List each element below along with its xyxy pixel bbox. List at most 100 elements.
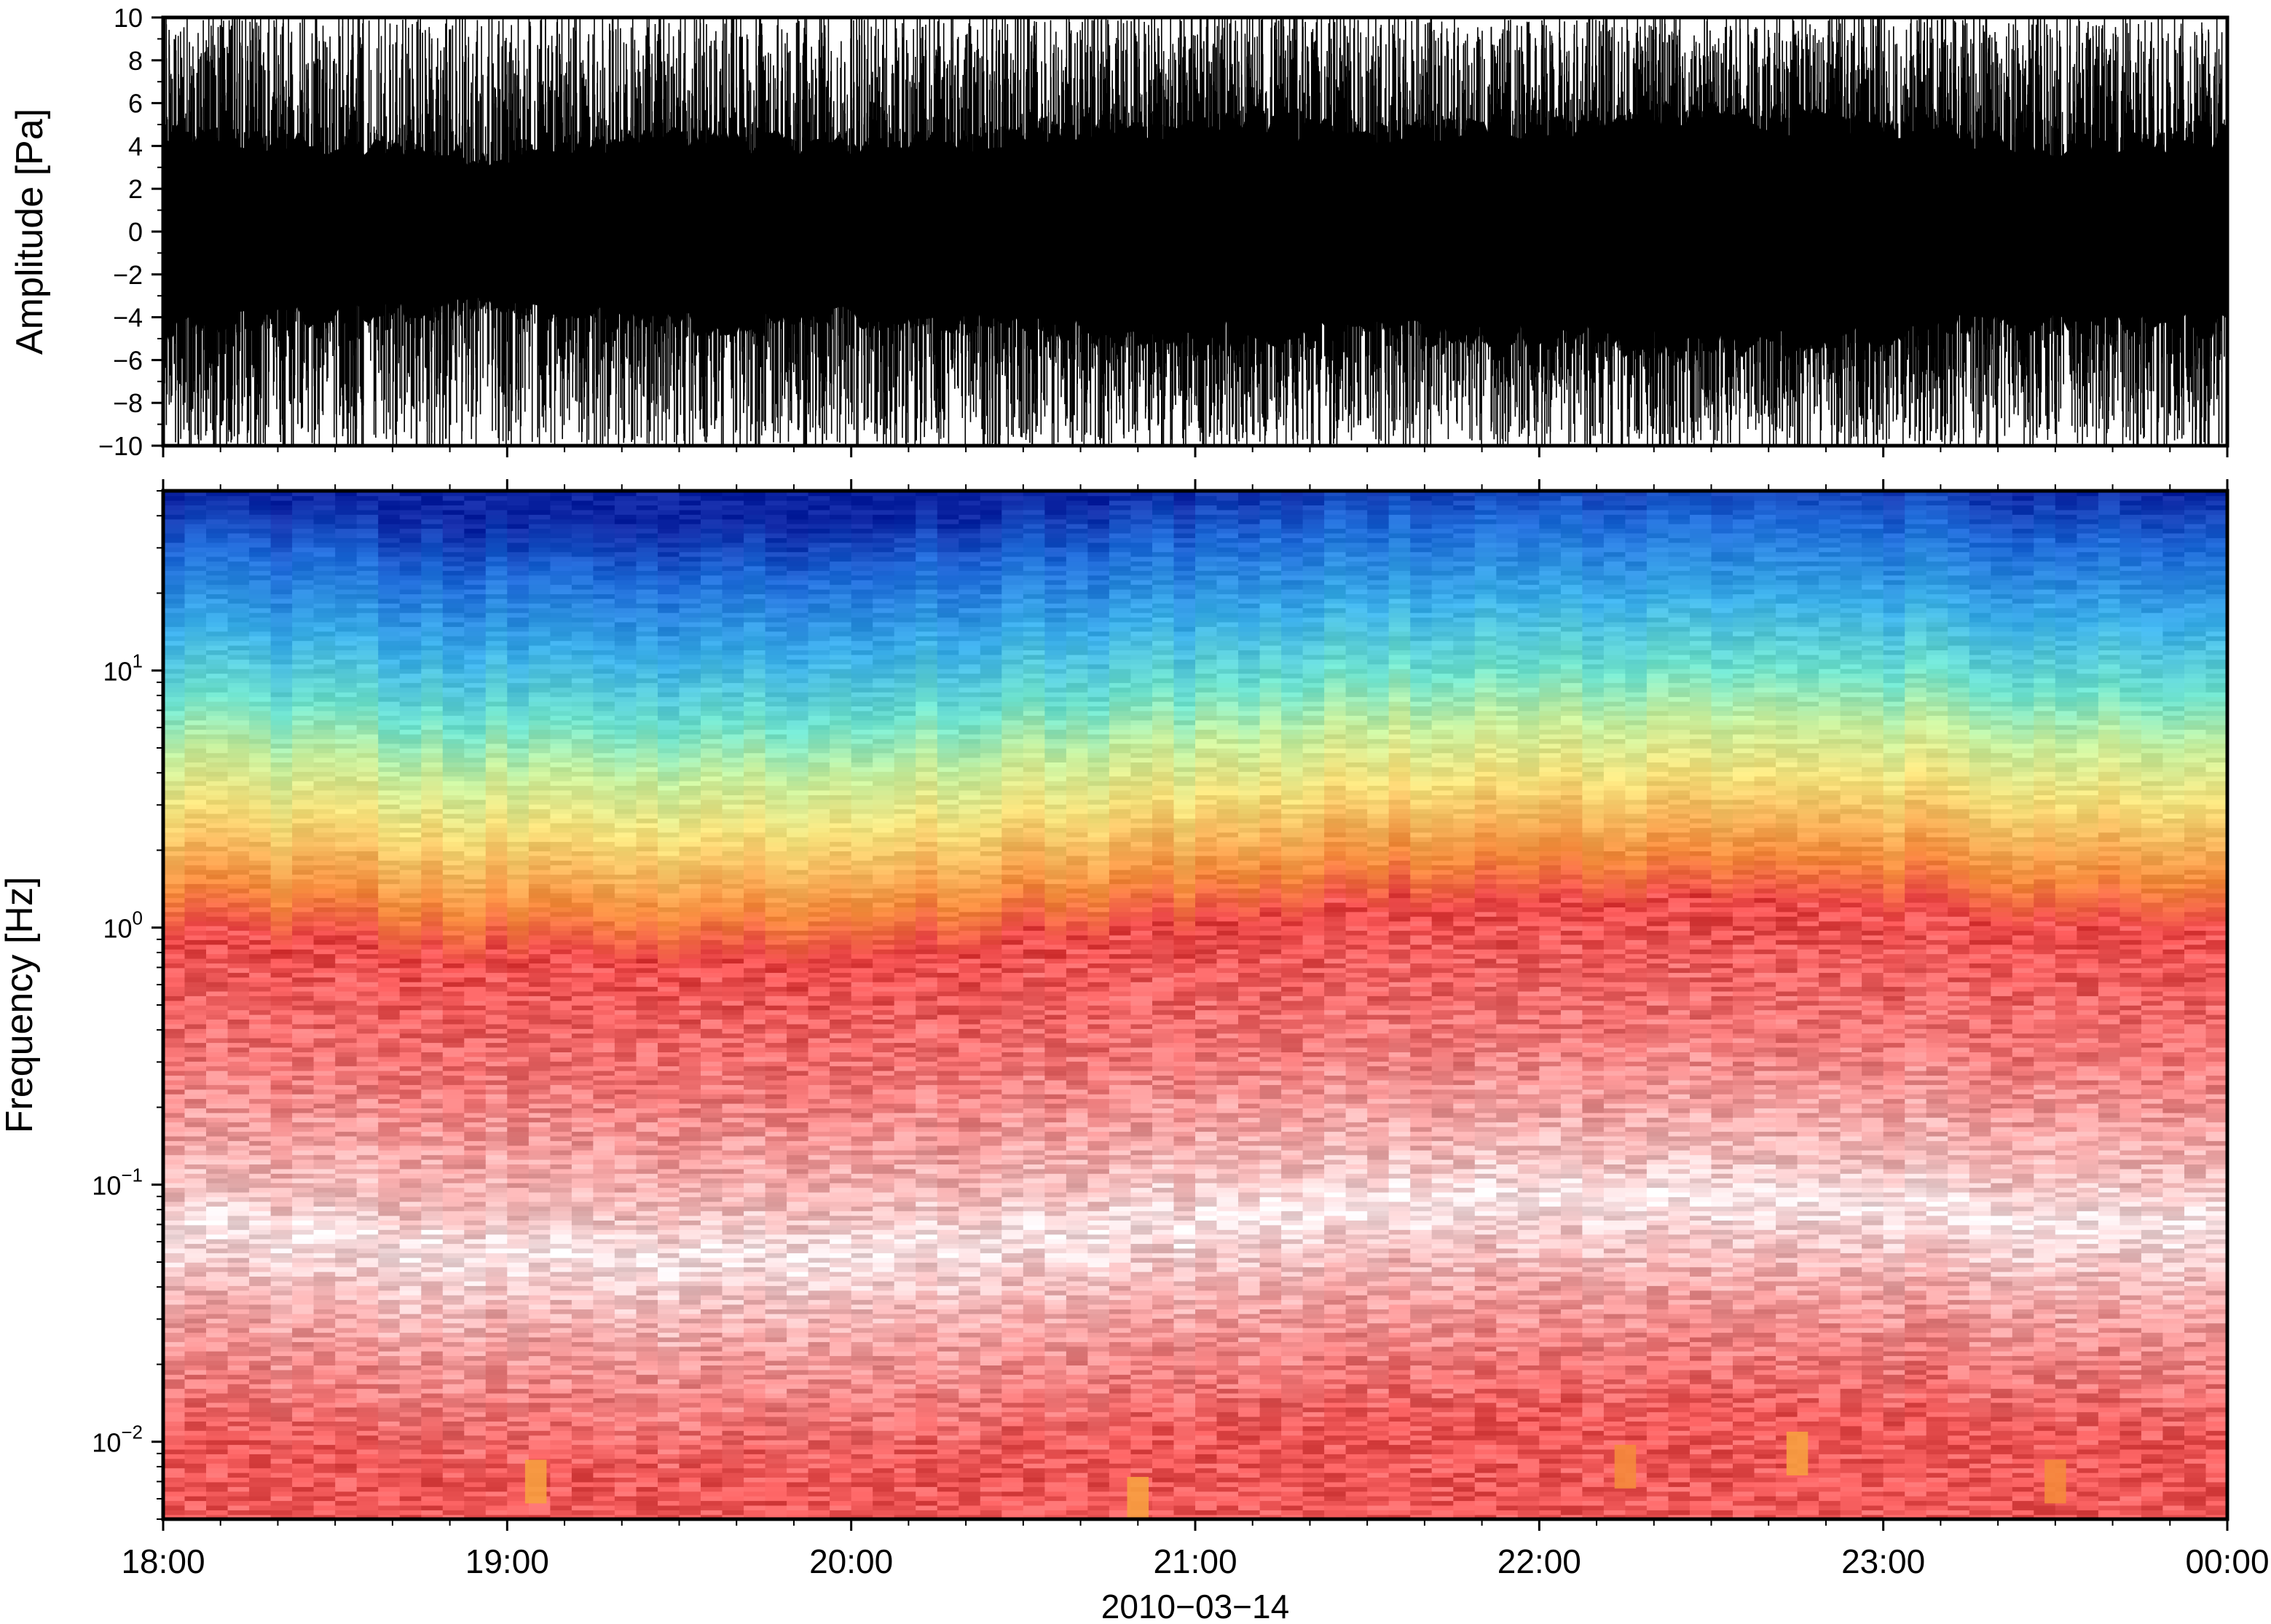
- spectrogram-cell: [507, 1103, 530, 1108]
- spectrogram-cell: [378, 1243, 401, 1249]
- spectrogram-cell: [378, 579, 401, 586]
- spectrogram-cell: [249, 1098, 272, 1104]
- spectrogram-cell: [485, 907, 508, 912]
- spectrogram-cell: [399, 1061, 422, 1067]
- spectrogram-cell: [464, 1299, 487, 1305]
- spectrogram-cell: [270, 1210, 293, 1216]
- spectrogram-cell: [485, 916, 508, 922]
- spectrogram-cell: [571, 1079, 594, 1085]
- spectrogram-cell: [335, 1313, 358, 1319]
- spectrogram-cell: [313, 1154, 336, 1160]
- spectrogram-cell: [571, 888, 594, 894]
- spectrogram-cell: [335, 1238, 358, 1245]
- spectrogram-cell: [614, 1042, 637, 1048]
- spectrogram-cell: [614, 1444, 637, 1450]
- spectrogram-cell: [292, 1150, 315, 1156]
- spectrogram-cell: [442, 1383, 465, 1390]
- spectrogram-cell: [163, 785, 186, 791]
- spectrogram-cell: [614, 1164, 637, 1170]
- spectrogram-cell: [206, 1164, 229, 1170]
- spectrogram-cell: [163, 1294, 186, 1301]
- spectrogram-cell: [227, 626, 250, 632]
- spectrogram-cell: [507, 1448, 530, 1454]
- spectrogram-cell: [442, 1458, 465, 1464]
- spectrogram-cell: [270, 981, 293, 988]
- spectrogram-cell: [550, 967, 572, 973]
- spectrogram-cell: [464, 1304, 487, 1309]
- spectrogram-cell: [399, 584, 422, 590]
- spectrogram-cell: [485, 752, 508, 758]
- spectrogram-cell: [184, 1033, 207, 1038]
- spectrogram-cell: [378, 1379, 401, 1384]
- spectrogram-cell: [507, 771, 530, 777]
- spectrogram-cell: [550, 603, 572, 609]
- spectrogram-cell: [571, 752, 594, 758]
- spectrogram-cell: [399, 1168, 422, 1174]
- spectrogram-cell: [421, 1112, 444, 1118]
- spectrogram-cell: [378, 958, 401, 963]
- spectrogram-cell: [593, 1360, 615, 1365]
- spectrogram-cell: [184, 1145, 207, 1151]
- spectrogram-cell: [249, 1220, 272, 1226]
- spectrogram-cell: [614, 547, 637, 553]
- spectrogram-cell: [507, 603, 530, 609]
- spectrogram-cell: [421, 1229, 444, 1235]
- spectrogram-cell: [550, 1398, 572, 1403]
- spectrogram-cell: [378, 771, 401, 777]
- spectrogram-cell: [593, 1388, 615, 1394]
- spectrogram-cell: [227, 963, 250, 969]
- spectrogram-cell: [485, 1112, 508, 1118]
- spectrogram-cell: [249, 1435, 272, 1440]
- spectrogram-cell: [270, 1350, 293, 1357]
- spectrogram-cell: [356, 1514, 379, 1519]
- spectrogram-cell: [270, 1369, 293, 1375]
- spectrogram-cell: [292, 1309, 315, 1314]
- spectrogram-cell: [399, 1065, 422, 1071]
- spectrogram-cell: [249, 1093, 272, 1100]
- spectrogram-cell: [614, 659, 637, 665]
- spectrogram-cell: [378, 1052, 401, 1057]
- spectrogram-cell: [485, 500, 508, 505]
- spectrogram-cell: [485, 617, 508, 623]
- spectrogram-cell: [593, 1491, 615, 1497]
- spectrogram-cell: [507, 1061, 530, 1067]
- spectrogram-cell: [421, 1243, 444, 1249]
- spectrogram-cell: [550, 1472, 572, 1478]
- spectrogram-cell: [614, 645, 637, 650]
- spectrogram-cell: [399, 818, 422, 824]
- spectrogram-cell: [249, 491, 272, 497]
- spectrogram-cell: [399, 509, 422, 515]
- spectrogram-cell: [550, 1201, 572, 1207]
- spectrogram-cell: [292, 500, 315, 505]
- spectrogram-cell: [528, 692, 551, 698]
- spectrogram-cell: [163, 1093, 186, 1100]
- spectrogram-cell: [421, 1495, 444, 1502]
- spectrogram-cell: [614, 1421, 637, 1427]
- spectrogram-cell: [421, 1486, 444, 1492]
- spectrogram-cell: [507, 710, 530, 716]
- spectrogram-cell: [485, 869, 508, 875]
- spectrogram-cell: [378, 1355, 401, 1361]
- spectrogram-cell: [464, 1215, 487, 1221]
- spectrogram-cell: [163, 1500, 186, 1506]
- spectrogram-cell: [378, 1309, 401, 1314]
- spectrogram-cell: [442, 598, 465, 604]
- spectrogram-cell: [636, 1463, 658, 1469]
- spectrogram-cell: [335, 757, 358, 762]
- spectrogram-cell: [421, 1253, 444, 1258]
- spectrogram-cell: [249, 1257, 272, 1263]
- spectrogram-cell: [550, 1355, 572, 1361]
- spectrogram-cell: [507, 1341, 530, 1347]
- spectrogram-cell: [464, 710, 487, 716]
- spectrogram-cell: [184, 692, 207, 698]
- spectrogram-cell: [270, 1061, 293, 1067]
- spectrogram-cell: [378, 514, 401, 520]
- spectrogram-cell: [399, 916, 422, 922]
- spectrogram-cell: [313, 594, 336, 599]
- spectrogram-cell: [270, 748, 293, 754]
- spectrogram-cell: [227, 1005, 250, 1011]
- spectrogram-cell: [550, 1135, 572, 1141]
- spectrogram-cell: [249, 1046, 272, 1052]
- spectrogram-cell: [421, 733, 444, 739]
- spectrogram-cell: [464, 1201, 487, 1207]
